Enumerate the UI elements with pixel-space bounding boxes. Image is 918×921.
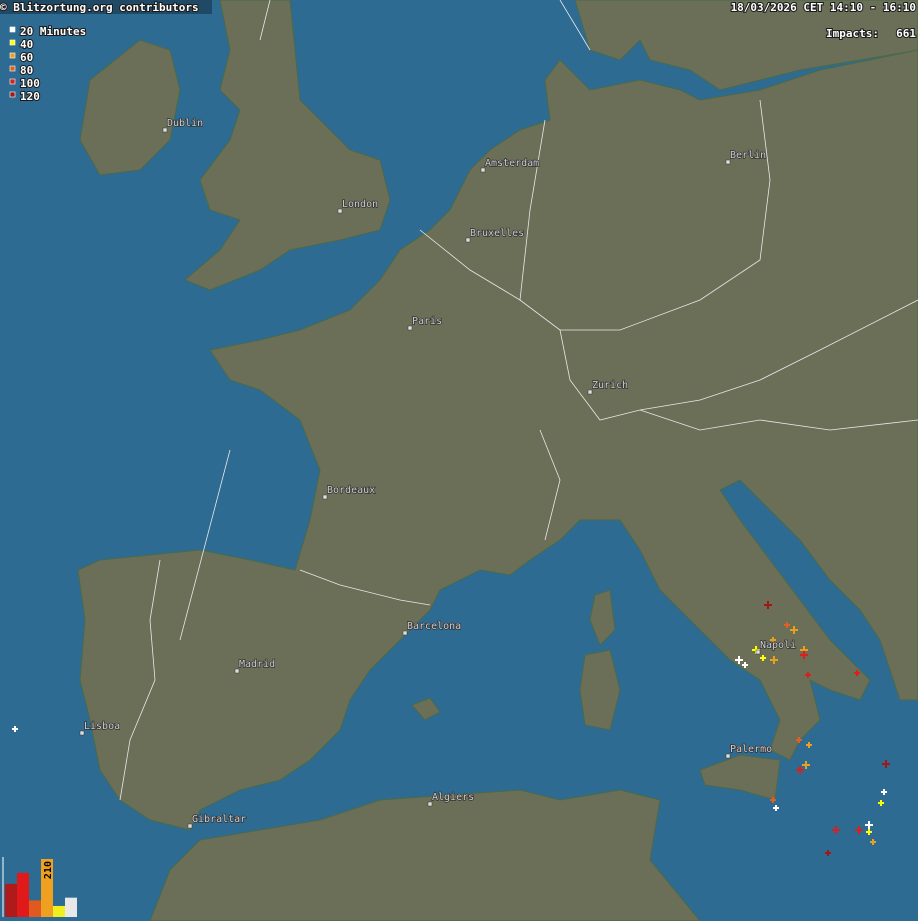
legend-swatch	[9, 52, 16, 59]
legend-swatch	[9, 78, 16, 85]
impacts-label: Impacts:	[826, 27, 879, 40]
city-label: Palermo	[730, 744, 772, 755]
city-label: Bordeaux	[327, 485, 375, 496]
legend-label: 100	[20, 77, 40, 90]
histogram-bar	[53, 905, 65, 917]
legend-label: 60	[20, 51, 33, 64]
city-labels: Dublin London Amsterdam Bruxelles Berlin Pari…	[79, 117, 797, 829]
city-marker	[234, 668, 240, 674]
city-marker	[587, 389, 593, 395]
city-label: Madrid	[239, 659, 275, 670]
legend-swatch	[9, 39, 16, 46]
city-marker	[187, 823, 193, 829]
copyright: © Blitzortung.org contributors	[0, 1, 199, 14]
city-label: Bruxelles	[470, 228, 524, 239]
histogram-label: 210	[43, 861, 54, 879]
city-label: Dublin	[167, 118, 203, 129]
city-label: Zurich	[592, 380, 628, 391]
city-marker	[480, 167, 486, 173]
city-marker	[337, 208, 343, 214]
city-marker	[79, 730, 85, 736]
city-marker	[162, 127, 168, 133]
city-marker	[402, 630, 408, 636]
city-label: Algiers	[432, 792, 474, 803]
histogram-bar	[65, 897, 77, 917]
histogram-bar	[29, 900, 41, 917]
city-label: Barcelona	[407, 621, 461, 632]
legend-label: 40	[20, 38, 33, 51]
legend-label: 80	[20, 64, 33, 77]
legend-label: 20 Minutes	[20, 25, 86, 38]
legend-swatch	[9, 91, 16, 98]
city-marker	[427, 801, 433, 807]
header-bg	[0, 0, 212, 14]
city-label: Napoli	[760, 640, 796, 651]
borders	[119, 0, 918, 801]
impacts-value: 661	[896, 27, 916, 40]
city-label: London	[342, 199, 378, 210]
city-label: Paris	[412, 316, 442, 327]
city-marker	[465, 237, 471, 243]
histogram-bar	[17, 872, 29, 917]
city-marker	[755, 649, 761, 655]
city-marker	[725, 753, 731, 759]
histogram: 210	[2, 857, 77, 917]
city-label: Lisboa	[84, 721, 120, 732]
legend-swatch	[9, 26, 16, 33]
land	[77, 0, 918, 921]
city-label: Berlin	[730, 150, 766, 161]
histogram-bar	[41, 859, 53, 917]
city-marker	[407, 325, 413, 331]
city-marker	[725, 159, 731, 165]
time-range: 18/03/2026 CET 14:10 - 16:10	[731, 1, 916, 14]
legend-swatch	[9, 65, 16, 72]
histogram-bar	[5, 883, 17, 917]
legend-label: 120	[20, 90, 40, 103]
city-label: Amsterdam	[485, 158, 539, 169]
city-label: Gibraltar	[192, 814, 246, 825]
city-marker	[322, 494, 328, 500]
